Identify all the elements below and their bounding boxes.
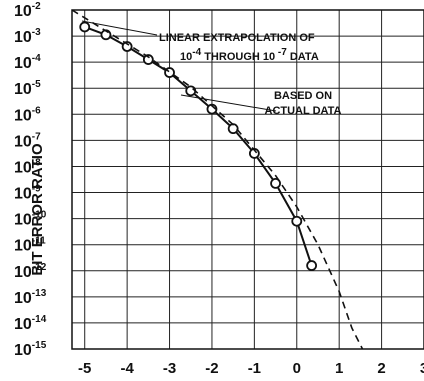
y-tick-exponent: -8 — [32, 157, 41, 168]
y-tick-label: 10-3 — [14, 27, 41, 46]
x-tick-label: -2 — [205, 360, 218, 377]
y-tick-label: 10-10 — [14, 210, 47, 229]
data-point-marker — [291, 215, 303, 227]
x-tick-label: -3 — [163, 360, 176, 377]
data-point-marker — [270, 178, 281, 189]
y-tick-label: 10-2 — [14, 1, 41, 20]
annotation-based-on-actual: BASED ON ACTUAL DATA — [180, 90, 342, 117]
y-tick-exponent: -14 — [32, 314, 47, 325]
annotation-linear-sup2: -7 — [275, 47, 287, 58]
y-tick-base: 10 — [14, 290, 32, 307]
x-tick-label: -4 — [120, 360, 134, 377]
series-line-extrapolation — [71, 9, 364, 350]
annotation-actual-line1: BASED ON — [274, 90, 332, 102]
y-tick-label: 10-9 — [14, 184, 41, 203]
y-tick-label: 10-7 — [14, 131, 41, 150]
annotation-actual-line2: ACTUAL DATA — [265, 105, 342, 117]
y-tick-base: 10 — [14, 186, 32, 203]
y-tick-base: 10 — [14, 81, 32, 98]
y-tick-labels: 10-210-310-410-510-610-710-810-910-1010-… — [14, 1, 47, 359]
y-tick-base: 10 — [14, 107, 32, 124]
y-tick-label: 10-12 — [14, 262, 47, 281]
annotation-linear-sup1: -4 — [192, 47, 201, 58]
y-tick-label: 10-4 — [14, 53, 41, 72]
annotation-linear-part2: THROUGH 10 — [201, 51, 275, 63]
y-tick-label: 10-6 — [14, 105, 41, 124]
y-tick-base: 10 — [14, 264, 32, 281]
data-point-marker — [121, 41, 133, 52]
y-axis-label: BIT ERROR RATIO — [29, 143, 46, 276]
x-tick-label: -1 — [248, 360, 261, 377]
y-tick-base: 10 — [14, 55, 32, 72]
annotation-linear-line1: LINEAR EXTRAPOLATION OF — [159, 32, 315, 44]
annotation-linear-part3: DATA — [287, 51, 319, 63]
y-tick-exponent: -4 — [32, 53, 41, 64]
y-tick-exponent: -6 — [32, 105, 41, 116]
y-tick-base: 10 — [14, 3, 32, 20]
y-tick-base: 10 — [14, 159, 32, 176]
y-tick-base: 10 — [14, 212, 32, 229]
y-tick-exponent: -13 — [32, 288, 47, 299]
y-tick-label: 10-15 — [14, 340, 47, 359]
x-tick-label: 1 — [335, 360, 343, 377]
annotation-actual-leader — [180, 94, 277, 112]
data-point-marker — [79, 21, 91, 33]
annotation-linear-leader — [81, 20, 158, 36]
x-tick-label: 2 — [377, 360, 385, 377]
y-tick-label: 10-8 — [14, 157, 41, 176]
y-tick-label: 10-11 — [14, 236, 46, 255]
x-tick-label: 0 — [293, 360, 301, 377]
annotation-linear-line2: 10-4 THROUGH 10 -7 DATA — [180, 47, 319, 63]
data-point-marker — [185, 85, 197, 97]
data-point-marker — [306, 260, 318, 271]
series-group — [71, 9, 364, 350]
y-tick-base: 10 — [14, 133, 32, 150]
y-tick-base: 10 — [14, 316, 32, 333]
plot-frame — [71, 9, 424, 350]
annotation-linear-part1: 10 — [180, 51, 192, 63]
x-tick-label: 3 — [420, 360, 424, 377]
y-tick-exponent: -2 — [32, 1, 41, 12]
series-line-actual — [84, 25, 313, 266]
y-tick-base: 10 — [14, 29, 32, 46]
y-tick-label: 10-5 — [14, 79, 41, 98]
data-point-marker — [142, 54, 154, 65]
x-tick-label: -5 — [78, 360, 91, 377]
y-tick-exponent: -12 — [32, 262, 47, 273]
y-tick-exponent: -5 — [32, 79, 41, 90]
y-tick-base: 10 — [14, 342, 32, 359]
y-tick-exponent: -3 — [32, 27, 41, 38]
y-tick-exponent: -7 — [32, 131, 41, 142]
annotation-linear-extrapolation: LINEAR EXTRAPOLATION OF 10-4 THROUGH 10 … — [81, 20, 319, 63]
x-tick-labels: -5 -4 -3 -2 -1 0 1 2 3 — [78, 360, 424, 377]
y-tick-exponent: -15 — [32, 340, 47, 351]
y-tick-exponent: -10 — [32, 210, 47, 221]
y-tick-label: 10-13 — [14, 288, 47, 307]
y-tick-exponent: -11 — [32, 236, 46, 247]
y-tick-base: 10 — [14, 238, 32, 255]
y-tick-exponent: -9 — [32, 184, 41, 195]
y-tick-label: 10-14 — [14, 314, 47, 333]
